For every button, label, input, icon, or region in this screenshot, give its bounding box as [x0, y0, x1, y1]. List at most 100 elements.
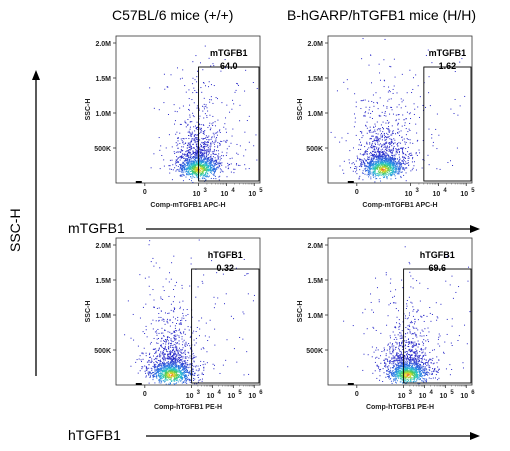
scatter-point	[167, 376, 169, 378]
scatter-point	[402, 139, 404, 141]
scatter-point	[193, 162, 195, 164]
scatter-point	[197, 173, 199, 175]
scatter-point	[180, 164, 182, 166]
scatter-point	[174, 334, 176, 336]
scatter-point	[183, 143, 185, 145]
scatter-point	[365, 160, 367, 162]
scatter-point	[425, 106, 427, 108]
scatter-point	[154, 369, 156, 371]
scatter-point	[168, 365, 170, 367]
scatter-point	[165, 374, 167, 376]
scatter-point	[159, 168, 161, 170]
scatter-point	[152, 374, 154, 376]
scatter-point	[183, 153, 185, 155]
scatter-point	[182, 172, 184, 174]
scatter-point	[182, 365, 184, 367]
scatter-point	[201, 172, 203, 174]
scatter-point	[392, 164, 394, 166]
scatter-point	[203, 374, 205, 376]
scatter-point	[411, 92, 413, 94]
scatter-point	[178, 364, 180, 366]
x-tick-label: 0	[355, 189, 359, 196]
scatter-point	[173, 357, 175, 359]
scatter-point	[405, 307, 407, 309]
scatter-point	[359, 158, 361, 160]
scatter-point	[189, 128, 191, 130]
scatter-point	[232, 99, 234, 101]
scatter-point	[394, 162, 396, 164]
scatter-point	[157, 328, 159, 330]
scatter-point	[233, 168, 235, 170]
scatter-point	[184, 361, 186, 363]
scatter-point	[381, 157, 383, 159]
scatter-point	[386, 163, 388, 165]
scatter-point	[156, 334, 158, 336]
scatter-point	[195, 145, 197, 147]
scatter-point	[178, 161, 180, 163]
scatter-point	[374, 171, 376, 173]
scatter-point	[195, 331, 197, 333]
scatter-point	[168, 357, 170, 359]
scatter-point	[398, 148, 400, 150]
scatter-point	[202, 131, 204, 133]
scatter-point	[165, 369, 167, 371]
scatter-point	[206, 115, 208, 117]
scatter-point	[167, 372, 169, 374]
scatter-point	[153, 306, 155, 308]
scatter-point	[417, 106, 419, 108]
scatter-point	[168, 356, 170, 358]
scatter-point	[203, 163, 205, 165]
scatter-point	[379, 143, 381, 145]
x-tick-label: 10	[186, 393, 194, 400]
scatter-point	[179, 377, 181, 379]
scatter-point	[169, 368, 171, 370]
scatter-point	[176, 131, 178, 133]
scatter-point	[177, 168, 179, 170]
scatter-point	[186, 356, 188, 358]
scatter-point	[201, 142, 203, 144]
scatter-point	[158, 355, 160, 357]
scatter-point	[173, 362, 175, 364]
scatter-point	[212, 363, 214, 365]
scatter-point	[347, 88, 349, 90]
scatter-point	[186, 145, 188, 147]
scatter-point	[173, 354, 175, 356]
scatter-point	[367, 165, 369, 167]
scatter-point	[164, 376, 166, 378]
scatter-point	[373, 146, 375, 148]
scatter-point	[187, 158, 189, 160]
x-tick-exponent: 3	[204, 188, 208, 194]
scatter-point	[193, 171, 195, 173]
scatter-point	[387, 142, 389, 144]
scatter-point	[371, 153, 373, 155]
scatter-point	[187, 364, 189, 366]
scatter-point	[214, 153, 216, 155]
scatter-point	[225, 117, 227, 119]
scatter-point	[184, 377, 186, 379]
y-tick-label: 1.5M	[95, 278, 111, 285]
scatter-point	[377, 151, 379, 153]
scatter-point	[162, 354, 164, 356]
scatter-point	[216, 272, 218, 274]
scatter-point	[175, 165, 177, 167]
scatter-point	[189, 364, 191, 366]
scatter-point	[174, 363, 176, 365]
scatter-point	[158, 379, 160, 381]
scatter-point	[173, 361, 175, 363]
scatter-point	[184, 357, 186, 359]
scatter-point	[160, 375, 162, 377]
scatter-point	[376, 139, 378, 141]
scatter-point	[179, 322, 181, 324]
scatter-point	[213, 169, 215, 171]
scatter-point	[195, 175, 197, 177]
scatter-point	[181, 155, 183, 157]
scatter-point	[399, 165, 401, 167]
scatter-point	[201, 162, 203, 164]
scatter-point	[187, 167, 189, 169]
scatter-point	[375, 167, 377, 169]
scatter-point	[166, 362, 168, 364]
scatter-point	[174, 374, 176, 376]
scatter-point	[176, 363, 178, 365]
scatter-point	[367, 158, 369, 160]
